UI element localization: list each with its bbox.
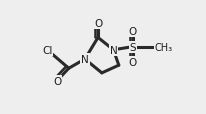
Text: O: O bbox=[53, 76, 61, 86]
Text: Cl: Cl bbox=[42, 45, 52, 55]
Text: N: N bbox=[109, 45, 117, 55]
Text: O: O bbox=[128, 27, 136, 37]
Text: O: O bbox=[128, 58, 136, 67]
Text: N: N bbox=[81, 54, 88, 64]
Text: S: S bbox=[129, 42, 135, 52]
Text: CH₃: CH₃ bbox=[154, 42, 172, 52]
Text: O: O bbox=[94, 19, 102, 29]
